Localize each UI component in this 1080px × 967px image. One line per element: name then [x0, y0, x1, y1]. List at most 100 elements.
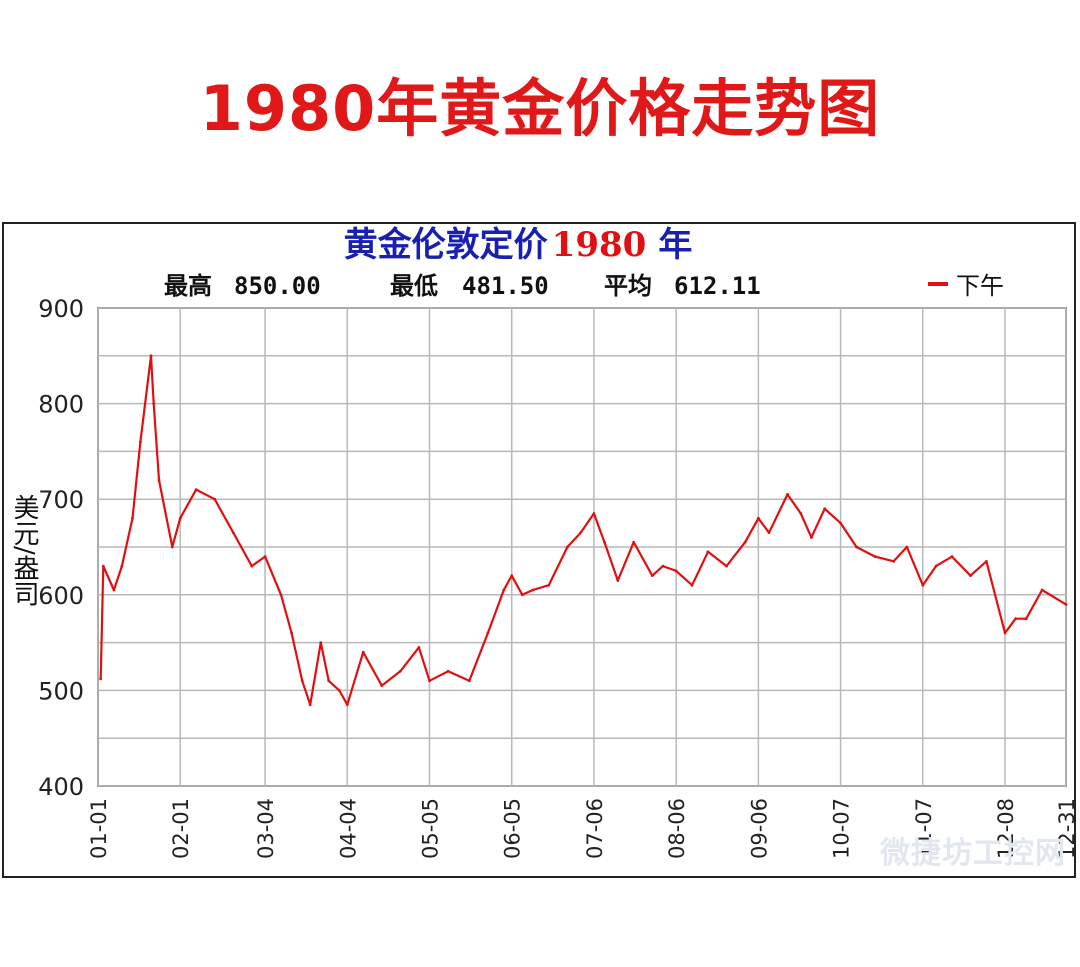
data-point	[1064, 602, 1068, 606]
x-tick-label: 12-08	[994, 798, 1018, 859]
x-tick-label: 02-01	[169, 798, 193, 859]
data-point	[1003, 631, 1007, 635]
data-point	[231, 531, 235, 535]
data-point	[756, 516, 760, 520]
stat-avg-value: 612.11	[674, 272, 761, 300]
data-point	[112, 588, 116, 592]
data-point	[743, 540, 747, 544]
data-point	[823, 507, 827, 511]
data-point	[510, 574, 514, 578]
data-point	[380, 684, 384, 688]
stats-row: 最高 850.00 最低 481.50 平均 612.11	[164, 272, 761, 300]
data-point	[178, 516, 182, 520]
stat-max-value: 850.00	[234, 272, 321, 300]
data-point	[892, 559, 896, 563]
legend: 下午	[928, 272, 1004, 300]
data-point	[520, 593, 524, 597]
x-tick-label: 10-07	[830, 798, 854, 859]
data-point	[985, 559, 988, 563]
data-point	[616, 579, 620, 582]
data-point	[345, 703, 349, 707]
data-point	[650, 574, 654, 578]
stat-min-label: 最低	[390, 272, 438, 300]
data-point	[1040, 588, 1044, 592]
x-tick-label: 08-06	[665, 798, 689, 859]
data-point	[279, 593, 283, 597]
data-point	[632, 540, 636, 544]
stat-max-label: 最高	[164, 272, 212, 300]
data-point	[839, 521, 842, 525]
data-point	[250, 564, 254, 568]
data-point	[786, 493, 789, 496]
data-point	[661, 564, 665, 568]
data-point	[579, 531, 583, 535]
data-point	[300, 679, 304, 683]
data-point	[547, 583, 551, 587]
x-tick-label: 05-05	[419, 798, 443, 859]
data-point	[194, 488, 198, 492]
gold-price-chart: 黄金伦敦定价 1980 年 最高 850.00 最低 481.50 平均 612.1…	[9, 225, 1074, 859]
chart-title: 黄金伦敦定价 1980 年	[344, 225, 693, 265]
chart-frame: 黄金伦敦定价 1980 年 最高 850.00 最低 481.50 平均 612.1…	[2, 222, 1076, 878]
data-point	[99, 677, 103, 681]
data-point	[361, 650, 365, 654]
data-point	[398, 669, 402, 673]
data-point	[1014, 617, 1018, 621]
y-tick-labels: 900 800 700 600 500 400	[38, 295, 84, 801]
y-tick-label: 600	[38, 582, 84, 610]
data-point	[170, 545, 174, 549]
data-point	[603, 540, 606, 544]
data-point	[873, 555, 877, 558]
data-point	[446, 669, 450, 673]
data-point	[855, 545, 858, 549]
data-point	[969, 574, 972, 578]
data-point	[417, 645, 421, 649]
data-point	[149, 354, 153, 358]
data-point	[327, 679, 331, 683]
data-point	[290, 631, 293, 635]
data-point	[690, 583, 694, 587]
chart-title-suffix: 年	[658, 225, 692, 265]
x-tick-label: 03-04	[254, 798, 278, 859]
data-point	[131, 516, 134, 520]
x-tick-label: 12-31	[1055, 798, 1074, 859]
data-point	[566, 545, 569, 549]
stat-min-value: 481.50	[462, 272, 549, 300]
data-point	[531, 588, 535, 592]
y-tick-label: 400	[38, 773, 84, 801]
data-point	[905, 545, 909, 549]
data-point	[674, 569, 678, 573]
data-point	[157, 478, 161, 482]
y-tick-label: 900	[38, 295, 84, 323]
y-tick-label: 800	[38, 391, 84, 419]
data-point	[486, 631, 490, 635]
y-tick-label: 700	[38, 486, 84, 514]
data-point	[467, 679, 471, 683]
x-tick-label: 11-07	[912, 798, 936, 859]
data-point	[810, 536, 813, 539]
data-point	[950, 555, 954, 558]
data-point	[799, 512, 803, 515]
series-line-下午	[99, 354, 1067, 706]
grid	[97, 307, 1067, 787]
y-tick-label: 500	[38, 677, 84, 705]
x-tick-label: 09-06	[747, 798, 771, 859]
data-point	[308, 703, 312, 707]
data-point	[934, 564, 938, 568]
x-tick-label: 06-05	[501, 798, 525, 859]
data-point	[337, 689, 341, 692]
data-point	[502, 588, 506, 592]
data-point	[767, 531, 771, 535]
data-point	[120, 564, 124, 568]
x-tick-labels: 01-01 02-01 03-04 04-04 05-05 06-05 07-06 08-06…	[87, 798, 1074, 859]
data-point	[725, 564, 728, 568]
chart-title-prefix: 黄金伦敦定价	[344, 225, 548, 265]
data-point	[706, 550, 710, 554]
data-point	[921, 583, 925, 587]
stat-avg-label: 平均	[604, 272, 652, 300]
data-point	[152, 402, 156, 405]
data-point	[139, 440, 142, 444]
x-tick-label: 07-06	[583, 798, 607, 859]
data-point	[592, 512, 596, 515]
x-tick-label: 04-04	[336, 798, 360, 859]
